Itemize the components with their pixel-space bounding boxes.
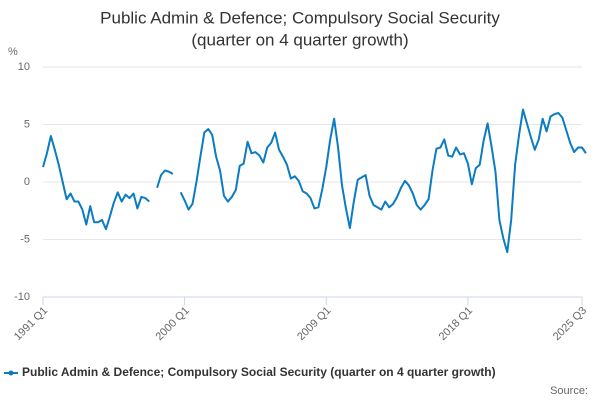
y-tick-label: 0 — [24, 176, 30, 188]
y-tick-label: 10 — [18, 61, 30, 73]
y-tick-label: -10 — [14, 291, 30, 303]
chart-title: Public Admin & Defence; Compulsory Socia… — [100, 8, 500, 27]
x-tick-label: 2000 Q1 — [153, 305, 191, 343]
legend-dot — [8, 370, 14, 376]
x-tick-label: 2018 Q1 — [437, 305, 475, 343]
x-tick-label: 2009 Q1 — [295, 305, 333, 343]
chart-subtitle: (quarter on 4 quarter growth) — [191, 30, 408, 49]
y-tick-label: 5 — [24, 118, 30, 130]
x-tick-label: 2025 Q3 — [551, 305, 589, 343]
legend-label: Public Admin & Defence; Compulsory Socia… — [22, 365, 496, 379]
data-line — [42, 108, 587, 254]
x-tick-label: 1991 Q1 — [12, 305, 50, 343]
y-tick-label: -5 — [20, 233, 30, 245]
y-axis-label: % — [8, 46, 18, 58]
source: Source: — [550, 385, 588, 397]
